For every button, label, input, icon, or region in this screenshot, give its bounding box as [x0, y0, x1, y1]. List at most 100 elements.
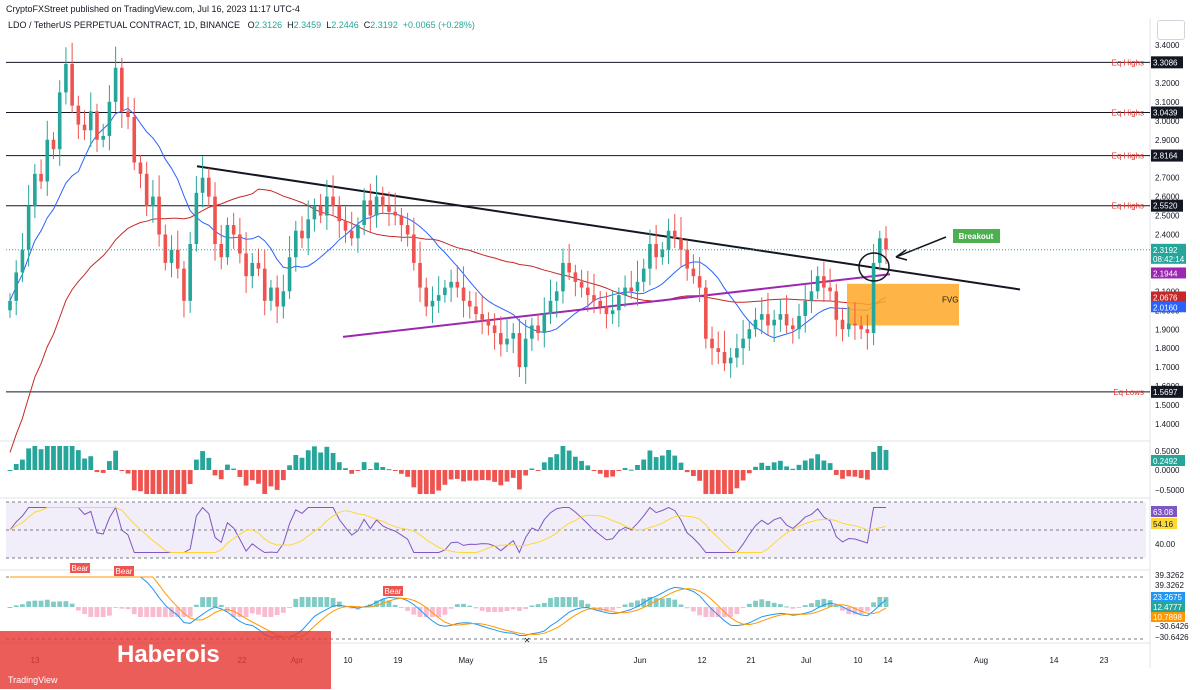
candle-body [834, 291, 839, 320]
high-value: 2.3459 [293, 20, 322, 30]
osc-bar [107, 461, 112, 470]
candle-body [548, 300, 553, 315]
osc-bar [597, 470, 603, 474]
osc-bar [392, 470, 398, 471]
high-label: H [287, 20, 294, 30]
osc-bar [753, 466, 758, 470]
x-tick-label: 21 [747, 656, 756, 665]
osc-bar [796, 464, 802, 470]
osc-bar [802, 460, 808, 470]
x-tick-label: 10 [854, 656, 863, 665]
wt-hist-bar [790, 607, 796, 609]
y-tick-label: 3.4000 [1155, 41, 1180, 50]
candle-body [256, 262, 261, 269]
candle-body [169, 249, 174, 263]
wt-hist-bar [833, 605, 839, 607]
snapshot-icon[interactable] [1157, 20, 1185, 40]
breakout-badge [953, 229, 1000, 243]
symbol-legend: LDO / TetherUS PERPETUAL CONTRACT, 1D, B… [8, 20, 475, 30]
candle-body [57, 92, 62, 150]
osc-bar [467, 470, 473, 481]
candle-body [486, 319, 491, 326]
x-tick-label: 14 [884, 656, 893, 665]
wt-hist-bar [138, 607, 143, 617]
osc-bar [162, 470, 168, 494]
wt-hist-bar [628, 602, 634, 607]
osc-bar [504, 470, 510, 482]
candle-body [467, 300, 472, 307]
wt-hist-bar [529, 605, 535, 607]
osc-bar [82, 458, 87, 470]
level-price-box [1151, 106, 1183, 119]
candle-body [300, 230, 304, 239]
osc-bar [833, 470, 839, 475]
wt-value-tag [1151, 612, 1185, 622]
candle-body [76, 105, 81, 125]
candle-body [791, 325, 795, 330]
osc-bar [63, 446, 69, 470]
candle-body [859, 325, 863, 330]
osc-bar [268, 470, 274, 487]
candle-body [405, 225, 410, 235]
wt-hist-bar [212, 597, 218, 607]
wt-hist-bar [765, 600, 771, 607]
wt-hist-bar [864, 607, 870, 612]
osc-bar [809, 458, 814, 470]
osc-bar [523, 470, 529, 476]
osc-bar [722, 470, 727, 494]
candle-body [772, 319, 776, 326]
price-tag-value: 2.1944 [1153, 269, 1178, 278]
wt-hist-bar [249, 607, 255, 614]
wt-hist-bar [305, 597, 311, 607]
candle-body [716, 348, 721, 352]
osc-bar [51, 446, 56, 470]
candle-body [430, 300, 435, 307]
candle-body [536, 325, 540, 334]
osc-bar [777, 460, 783, 470]
candle-body [561, 262, 565, 292]
candle-body [356, 225, 360, 239]
candle-body [853, 323, 857, 326]
candle-body [120, 67, 124, 112]
wt-tick: −30.6426 [1155, 622, 1189, 631]
wt-hist-bar [653, 598, 659, 607]
bear-badge [70, 563, 90, 573]
wt-hist-bar [461, 603, 466, 607]
candle-body [530, 325, 534, 339]
candle-body [325, 196, 329, 216]
candle-body [523, 338, 528, 368]
candle-body [225, 225, 230, 258]
candle-body [753, 319, 758, 330]
breakout-label: Breakout [959, 232, 994, 241]
candle-body [244, 253, 248, 277]
rsi-value-tag [1151, 506, 1177, 517]
wt-hist-bar [206, 597, 212, 607]
candle-body [293, 230, 298, 258]
candle-body [318, 206, 323, 216]
osc-bar [784, 466, 789, 470]
candle-body [635, 281, 640, 292]
wt-hist-bar [510, 607, 516, 610]
candle-body [610, 310, 615, 315]
osc-tick: 0.5000 [1155, 447, 1180, 456]
osc-bar [498, 470, 504, 486]
candle-body [728, 357, 733, 364]
sma-200-line [9, 188, 887, 453]
osc-bar [734, 470, 740, 489]
osc-bar [715, 470, 721, 494]
candle-body [672, 230, 677, 239]
candle-body [784, 314, 789, 326]
candle-body [399, 215, 404, 226]
x-tick-label: May [458, 656, 473, 665]
candle-body [735, 348, 739, 358]
osc-bar [877, 446, 883, 470]
candle-body [262, 268, 267, 301]
level-name: Eq Highs [1112, 202, 1144, 211]
osc-bar [479, 470, 485, 481]
price-tag-value: 2.3192 [1153, 246, 1178, 255]
candle-body [449, 281, 453, 288]
wt-tick: −30.6426 [1155, 633, 1189, 642]
price-tag-value: 2.0676 [1153, 293, 1178, 302]
osc-bar [864, 470, 870, 480]
